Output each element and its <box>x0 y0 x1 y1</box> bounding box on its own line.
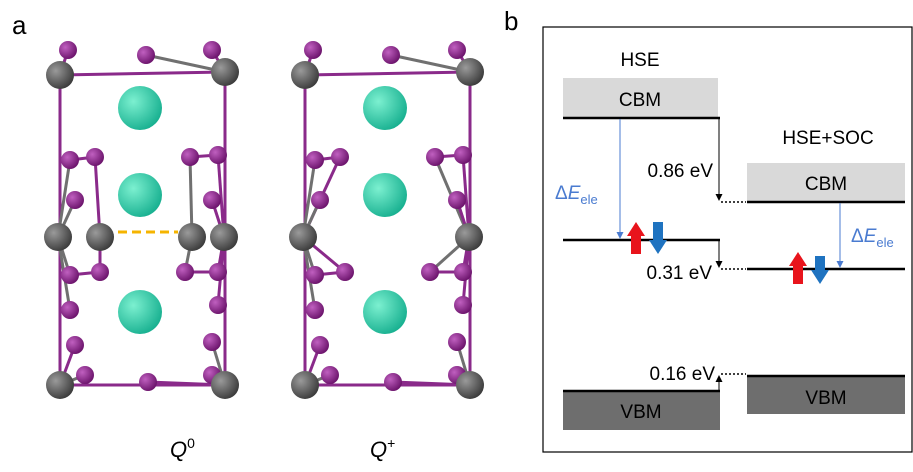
metal <box>211 58 239 86</box>
anion <box>454 263 472 281</box>
symbol: Q <box>170 437 187 462</box>
anion <box>321 366 339 384</box>
metal <box>289 223 317 251</box>
anion <box>306 301 324 319</box>
anion <box>86 148 104 166</box>
anion <box>384 373 402 391</box>
anion <box>454 296 472 314</box>
anion <box>448 333 466 351</box>
shift-label: 0.16 eV <box>650 364 716 385</box>
band-label: CBM <box>619 90 661 111</box>
anion <box>203 333 221 351</box>
band-label: VBM <box>805 388 846 409</box>
anion <box>448 41 466 59</box>
anion <box>454 146 472 164</box>
anion <box>382 46 400 64</box>
anion <box>176 263 194 281</box>
subscript: ele <box>876 235 893 250</box>
anion <box>306 151 324 169</box>
spin-down <box>649 222 667 254</box>
metal <box>178 223 206 251</box>
metal <box>44 223 72 251</box>
anion <box>336 263 354 281</box>
bond <box>60 72 225 75</box>
structure-label: Q+ <box>370 435 395 462</box>
superscript: + <box>387 435 395 451</box>
anion <box>203 191 221 209</box>
anion <box>61 301 79 319</box>
cation <box>118 173 162 217</box>
anion <box>181 148 199 166</box>
gap-label: ΔEele <box>851 226 894 250</box>
metal <box>456 58 484 86</box>
metal <box>86 223 114 251</box>
metal <box>46 371 74 399</box>
metal <box>46 61 74 89</box>
metal <box>210 223 238 251</box>
panel-label: a <box>12 10 27 40</box>
anion <box>137 46 155 64</box>
anion <box>61 266 79 284</box>
anion <box>66 336 84 354</box>
spin-down <box>811 256 829 284</box>
gap-label: ΔEele <box>555 183 598 207</box>
spin-up <box>627 222 645 254</box>
cation <box>118 290 162 334</box>
cation <box>363 173 407 217</box>
superscript: 0 <box>187 435 195 451</box>
band-label: CBM <box>805 174 847 195</box>
anion <box>76 366 94 384</box>
crystal-structures <box>44 41 484 399</box>
anion <box>426 148 444 166</box>
symbol: E <box>864 226 877 247</box>
panel-label: b <box>504 6 518 36</box>
figure: a Q0 Q+ b HSE HSE+SOC CBM CBM VBM VBM 0.… <box>0 0 913 472</box>
cation <box>363 290 407 334</box>
anion <box>203 41 221 59</box>
metal <box>456 371 484 399</box>
metal <box>291 371 319 399</box>
structure-label: Q0 <box>170 435 195 462</box>
method-title: HSE <box>620 50 659 71</box>
anion <box>421 263 439 281</box>
anion <box>91 263 109 281</box>
metal <box>291 61 319 89</box>
anion <box>306 266 324 284</box>
symbol: Q <box>370 437 387 462</box>
delta: Δ <box>555 183 568 204</box>
cation <box>118 86 162 130</box>
symbol: E <box>568 183 581 204</box>
method-title: HSE+SOC <box>782 128 873 149</box>
metal <box>455 223 483 251</box>
anion <box>209 296 227 314</box>
metal <box>211 371 239 399</box>
anion <box>209 263 227 281</box>
subscript: ele <box>580 192 597 207</box>
shift-label: 0.86 eV <box>648 161 714 182</box>
anion <box>66 191 84 209</box>
anion <box>59 41 77 59</box>
band-label: VBM <box>620 402 661 423</box>
anion <box>331 148 349 166</box>
anion <box>61 151 79 169</box>
shift-label: 0.31 eV <box>647 263 713 284</box>
bond <box>305 72 470 75</box>
delta: Δ <box>851 226 864 247</box>
cation <box>363 86 407 130</box>
anion <box>448 191 466 209</box>
anion <box>311 336 329 354</box>
anion <box>311 191 329 209</box>
anion <box>304 41 322 59</box>
anion <box>209 146 227 164</box>
anion <box>139 373 157 391</box>
